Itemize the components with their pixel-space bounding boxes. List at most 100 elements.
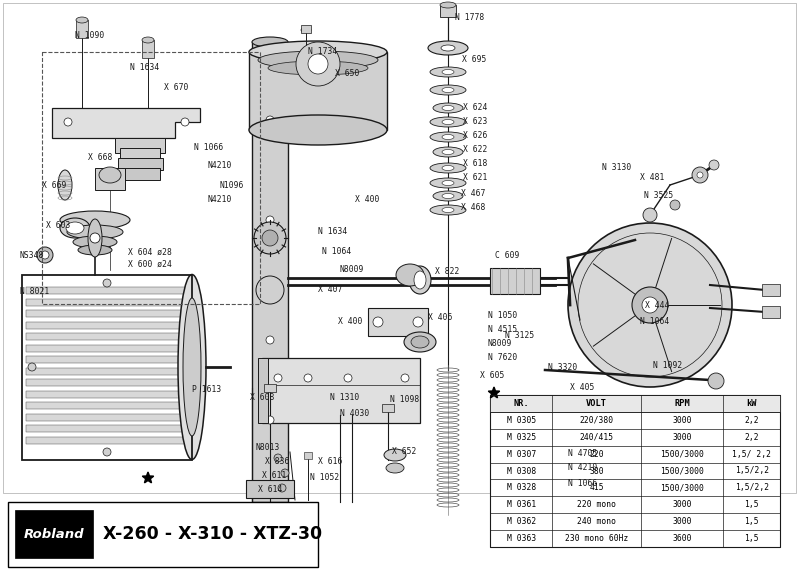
Circle shape — [373, 317, 383, 327]
Text: N4210: N4210 — [207, 160, 232, 170]
Ellipse shape — [396, 264, 424, 286]
Ellipse shape — [78, 245, 112, 255]
Text: X 406: X 406 — [428, 313, 452, 323]
Circle shape — [670, 200, 680, 210]
Circle shape — [632, 287, 668, 323]
Text: 3000: 3000 — [673, 500, 692, 509]
Ellipse shape — [442, 194, 454, 198]
Text: M 0362: M 0362 — [507, 517, 536, 526]
Ellipse shape — [142, 37, 154, 43]
Text: C 609: C 609 — [495, 251, 519, 259]
Ellipse shape — [404, 332, 436, 352]
Circle shape — [37, 247, 53, 263]
Text: N 8021: N 8021 — [20, 288, 50, 297]
Ellipse shape — [428, 41, 468, 55]
Ellipse shape — [60, 211, 130, 229]
Ellipse shape — [386, 463, 404, 473]
Ellipse shape — [430, 117, 466, 127]
Bar — [490, 268, 540, 294]
Bar — [142, 40, 154, 58]
Circle shape — [262, 230, 278, 246]
Text: 3000: 3000 — [673, 416, 692, 425]
Text: N 3320: N 3320 — [548, 363, 577, 373]
Ellipse shape — [430, 163, 466, 173]
Ellipse shape — [442, 105, 454, 110]
Bar — [22, 275, 192, 460]
Text: X 624: X 624 — [463, 104, 487, 113]
Circle shape — [266, 116, 274, 124]
Ellipse shape — [442, 70, 454, 75]
Ellipse shape — [433, 103, 463, 113]
Ellipse shape — [66, 222, 84, 234]
Text: N 1050: N 1050 — [488, 312, 517, 320]
Circle shape — [692, 167, 708, 183]
Ellipse shape — [442, 208, 454, 213]
Ellipse shape — [430, 132, 466, 142]
Text: 3000: 3000 — [673, 517, 692, 526]
Ellipse shape — [76, 17, 88, 23]
Text: 220: 220 — [590, 450, 604, 459]
Text: RPM: RPM — [674, 399, 690, 408]
Text: N8013: N8013 — [255, 443, 280, 453]
Bar — [543, 485, 553, 503]
Circle shape — [181, 118, 189, 126]
Text: 1,5: 1,5 — [745, 534, 759, 543]
Text: X 670: X 670 — [164, 82, 189, 91]
Text: X 407: X 407 — [318, 286, 343, 294]
Text: NS348: NS348 — [20, 251, 45, 259]
Bar — [120, 148, 160, 160]
Text: 220 mono: 220 mono — [577, 500, 616, 509]
Text: X 626: X 626 — [463, 132, 487, 140]
Bar — [26, 321, 188, 328]
Bar — [26, 298, 188, 305]
Text: X 481: X 481 — [640, 174, 665, 182]
Ellipse shape — [384, 449, 406, 461]
Text: N 1066: N 1066 — [194, 144, 223, 152]
Ellipse shape — [60, 218, 90, 238]
Circle shape — [266, 216, 274, 224]
Ellipse shape — [67, 225, 123, 239]
Circle shape — [274, 454, 282, 462]
Ellipse shape — [430, 205, 466, 215]
Ellipse shape — [301, 28, 311, 33]
Text: 1500/3000: 1500/3000 — [660, 466, 704, 476]
Text: 415: 415 — [590, 484, 604, 492]
Ellipse shape — [545, 450, 565, 460]
Text: P 1613: P 1613 — [192, 385, 221, 394]
Text: 2,2: 2,2 — [745, 416, 759, 425]
Circle shape — [266, 416, 274, 424]
Text: N 1634: N 1634 — [130, 63, 159, 72]
Bar — [762, 284, 780, 296]
Text: N 1098: N 1098 — [390, 396, 419, 404]
Text: N 1778: N 1778 — [455, 13, 484, 22]
Bar — [246, 480, 294, 498]
Bar — [118, 158, 163, 170]
Ellipse shape — [430, 178, 466, 188]
Bar — [26, 344, 188, 351]
Ellipse shape — [442, 166, 454, 171]
Text: N8009: N8009 — [340, 266, 364, 274]
Ellipse shape — [409, 266, 431, 294]
Bar — [490, 395, 780, 547]
Text: X 669: X 669 — [42, 182, 66, 190]
Circle shape — [643, 208, 657, 222]
Bar — [26, 287, 188, 294]
Text: X 623: X 623 — [463, 117, 487, 126]
Ellipse shape — [249, 41, 387, 63]
Text: X 611: X 611 — [262, 472, 286, 481]
Ellipse shape — [252, 37, 288, 47]
Ellipse shape — [440, 2, 456, 8]
Circle shape — [401, 374, 409, 382]
Bar — [262, 358, 420, 423]
Circle shape — [708, 373, 724, 389]
Text: 1500/3000: 1500/3000 — [660, 484, 704, 492]
Ellipse shape — [411, 336, 429, 348]
Text: N 1064: N 1064 — [322, 247, 352, 256]
Ellipse shape — [99, 167, 121, 183]
Text: X 650: X 650 — [335, 68, 360, 78]
Text: X 695: X 695 — [462, 56, 487, 64]
Ellipse shape — [183, 298, 201, 436]
Ellipse shape — [433, 147, 463, 157]
Text: M 0305: M 0305 — [507, 416, 536, 425]
Text: N 1064: N 1064 — [640, 317, 670, 327]
